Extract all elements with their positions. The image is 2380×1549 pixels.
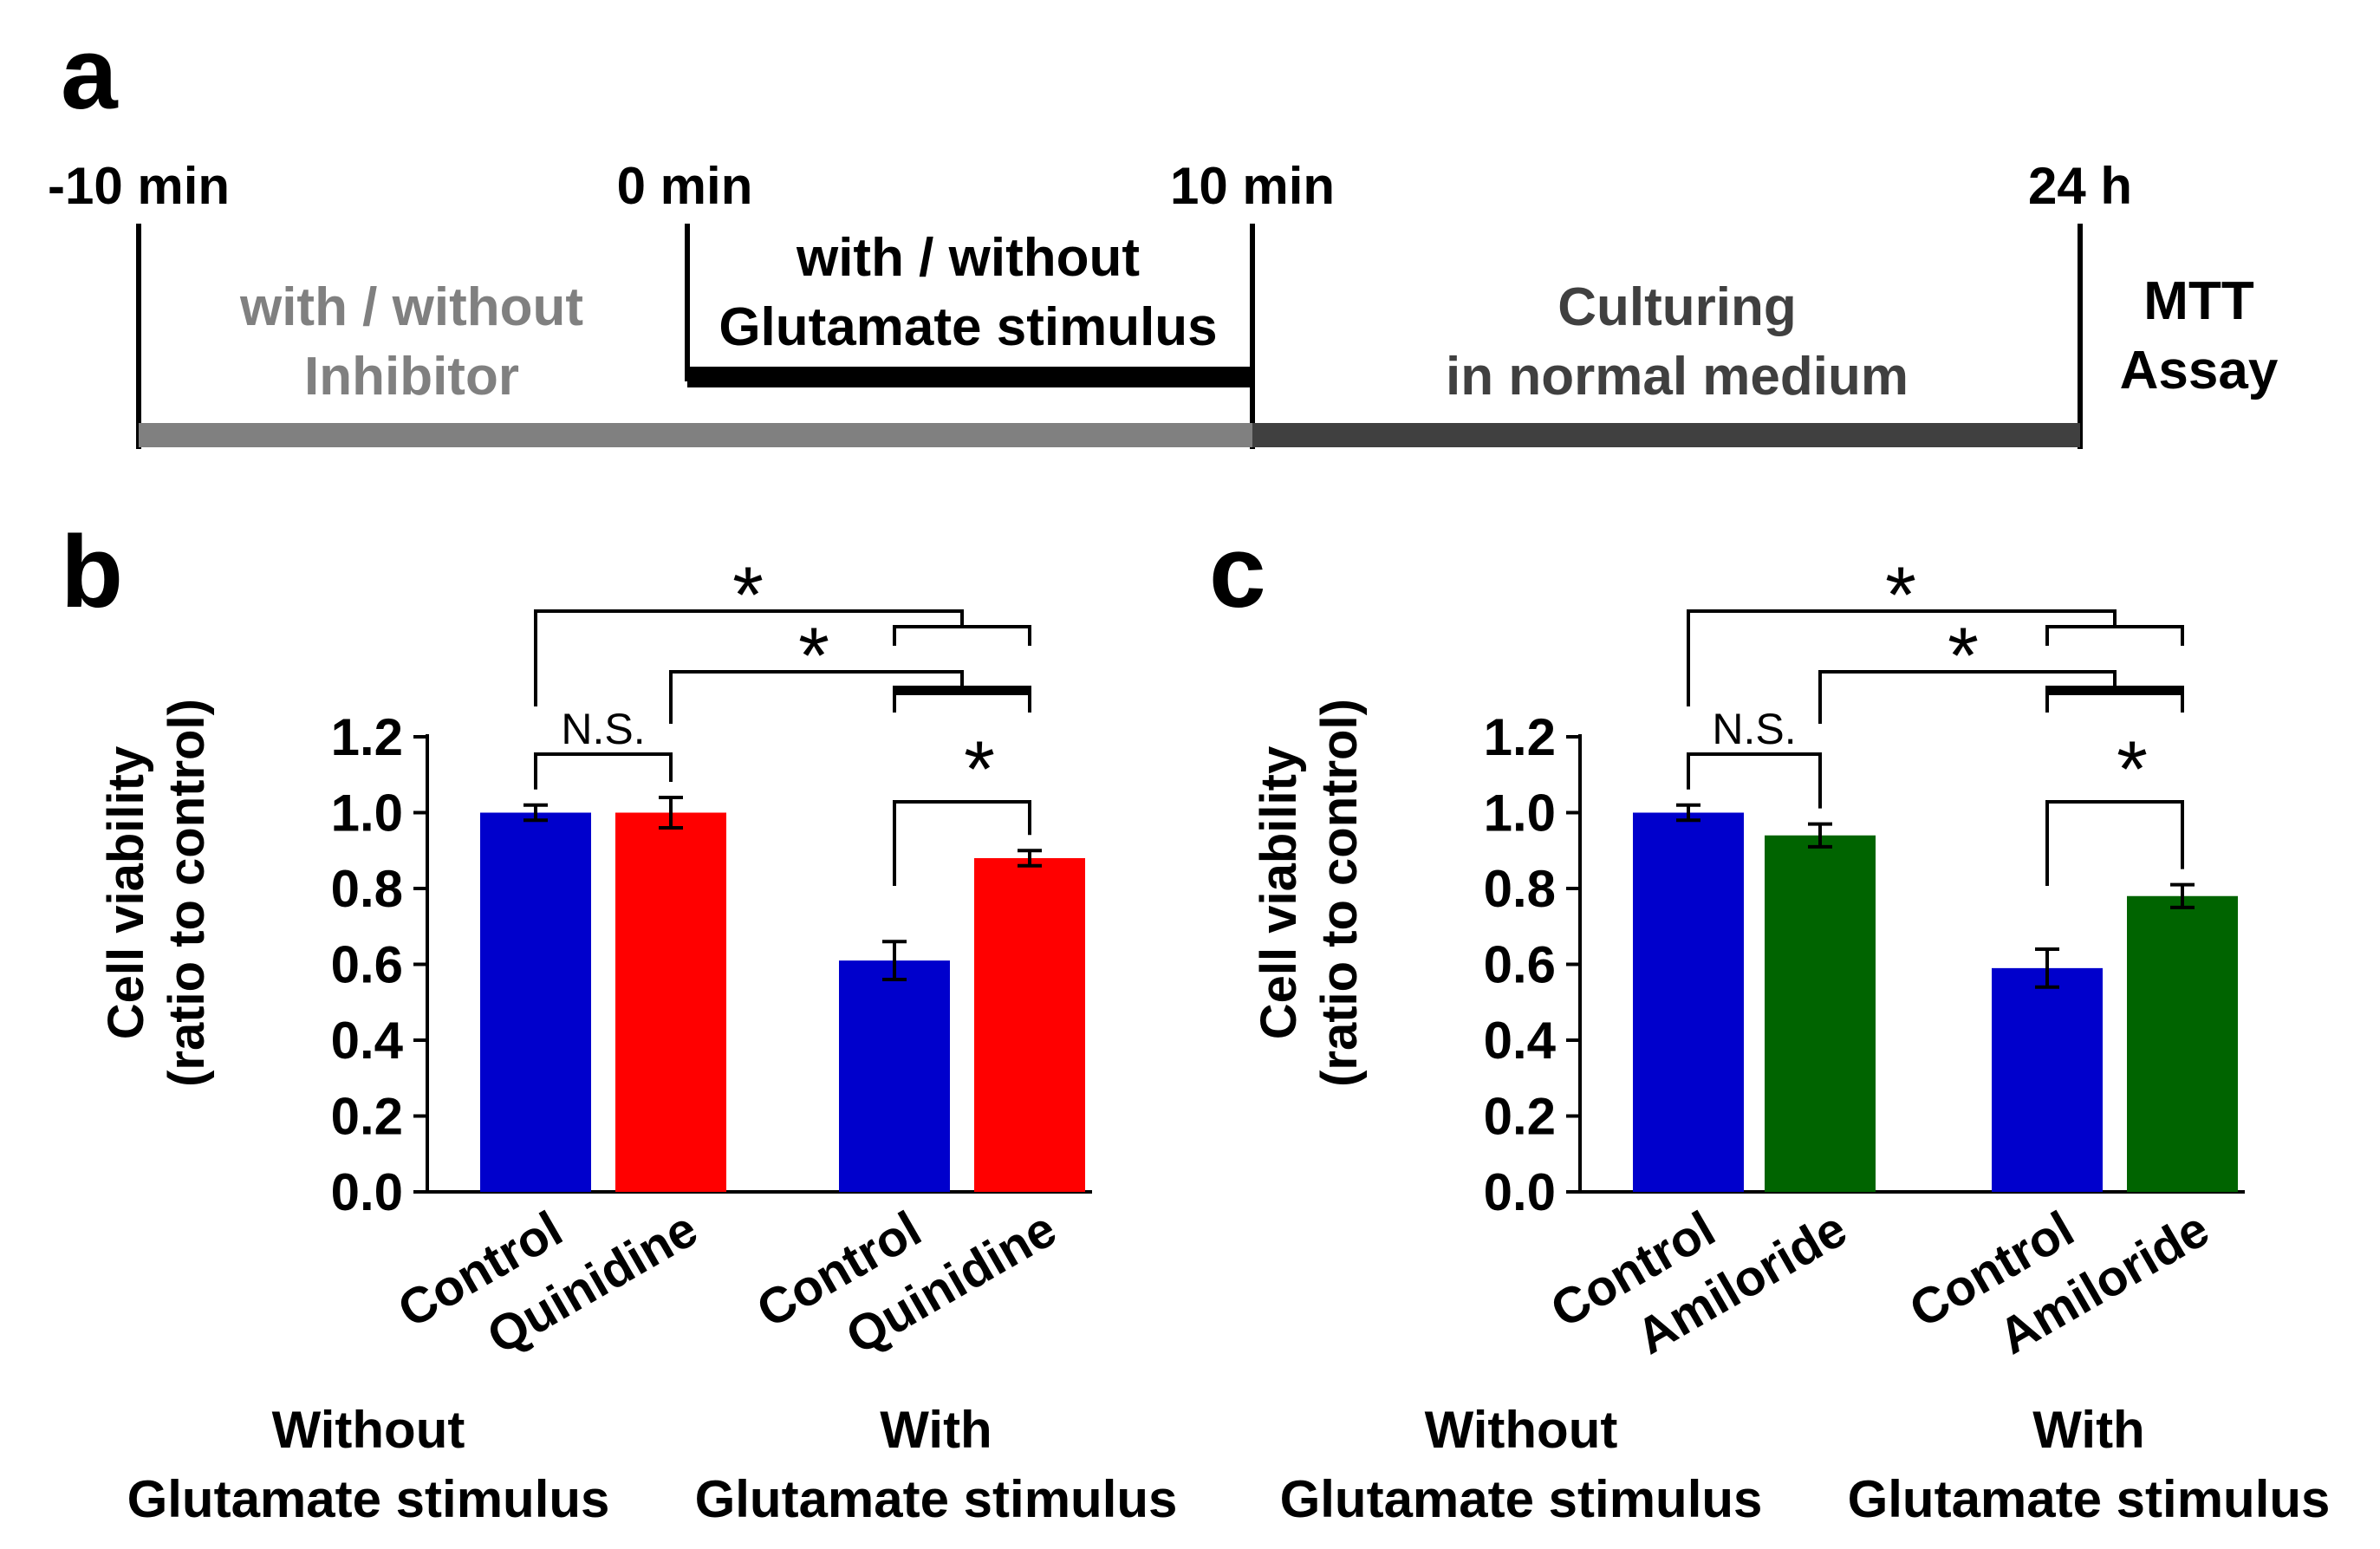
y-axis-label: Cell viability (ratio to control) (98, 699, 215, 1087)
panel-b-chart: b Cell viability (ratio to control) 0.0 0… (61, 515, 1177, 1528)
star-control: * (732, 551, 764, 640)
cross-bracket-control-sub (893, 625, 1031, 646)
group-label-line1: With (880, 1401, 992, 1459)
assay-label-line1: MTT (2143, 271, 2254, 331)
y-axis-label: Cell viability (ratio to control) (1251, 699, 1368, 1087)
inhibitor-label-line1: with / without (239, 277, 583, 337)
y-axis-label-line2: (ratio to control) (1311, 699, 1368, 1087)
panel-c-chart: c Cell viability (ratio to control) 0.0 0… (1209, 515, 2330, 1528)
panel-a-timeline: a -10 min 0 min 10 min 24 h with / witho… (48, 16, 2279, 449)
bar-1 (1633, 812, 1744, 1192)
time-label-minus10: -10 min (48, 157, 230, 215)
cross-bracket-control (534, 609, 964, 706)
y-tick-label: 0.8 (1484, 860, 1556, 918)
y-tick-label: 0.4 (331, 1012, 404, 1070)
ns-label: N.S. (1712, 705, 1796, 753)
star-control: * (1885, 551, 1916, 640)
y-tick-label: 0.6 (331, 936, 403, 994)
y-tick-label: 0.2 (331, 1088, 403, 1146)
time-label-0: 0 min (617, 157, 753, 215)
y-tick-label: 1.2 (1484, 708, 1556, 766)
group-label-line1: Without (272, 1401, 465, 1459)
group-label-line2: Glutamate stimulus (1280, 1470, 1763, 1528)
bar-4 (974, 858, 1085, 1192)
group-label-line2: Glutamate stimulus (127, 1470, 610, 1528)
subgroup-bracket-upper-c (2045, 692, 2184, 713)
y-tick-label: 1.0 (1484, 784, 1556, 843)
panel-c-letter: c (1209, 515, 1266, 629)
glutamate-label-line2: Glutamate stimulus (719, 297, 1217, 357)
ns-bracket (534, 752, 673, 790)
y-tick-label: 0.4 (1484, 1012, 1557, 1070)
inhibitor-phase-bar (139, 423, 1252, 447)
group-label-line1: Without (1425, 1401, 1618, 1459)
y-tick-label: 0.6 (1484, 936, 1556, 994)
within-group-bracket (2045, 800, 2184, 886)
cross-bracket-control-sub (2045, 625, 2184, 646)
cross-bracket-treatment-sub (893, 686, 1031, 706)
star-within: * (2117, 726, 2148, 814)
subgroup-bracket-upper-c (893, 692, 1031, 713)
inhibitor-label-line2: Inhibitor (304, 347, 519, 407)
y-axis-label-line1: Cell viability (98, 746, 154, 1039)
glutamate-phase-bar (687, 367, 1252, 387)
bar-1 (480, 812, 591, 1192)
time-label-10: 10 min (1170, 157, 1335, 215)
cross-bracket-treatment-sub (2045, 686, 2184, 706)
y-tick-label: 1.0 (331, 784, 403, 843)
y-tick-label: 0.8 (331, 860, 403, 918)
bar-4 (2127, 895, 2238, 1192)
cross-bracket-control (1687, 609, 2117, 706)
y-tick-label: 0.2 (1484, 1088, 1556, 1146)
y-tick-label: 1.2 (331, 708, 403, 766)
bar-2 (615, 812, 726, 1192)
time-label-24h: 24 h (2028, 157, 2132, 215)
y-tick-label: 0.0 (331, 1163, 403, 1221)
culturing-phase-bar (1252, 423, 2080, 447)
group-label-line1: With (2032, 1401, 2144, 1459)
y-tick-label: 0.0 (1484, 1163, 1556, 1221)
y-axis-label-line1: Cell viability (1251, 746, 1307, 1039)
within-group-bracket (893, 800, 1031, 886)
group-label-line2: Glutamate stimulus (695, 1470, 1178, 1528)
panel-b-letter: b (61, 515, 123, 629)
star-within: * (964, 726, 995, 814)
ns-label: N.S. (561, 705, 645, 753)
bar-3 (839, 960, 950, 1192)
star-treatment: * (1948, 612, 1979, 700)
cross-bracket-treatment (669, 670, 964, 724)
bar-3 (1992, 967, 2103, 1192)
bar-2 (1765, 835, 1876, 1192)
assay-label-line2: Assay (2120, 341, 2279, 400)
ns-bracket (1687, 752, 1822, 809)
star-treatment: * (798, 612, 829, 700)
culturing-label-line2: in normal medium (1446, 347, 1909, 407)
group-label-line2: Glutamate stimulus (1848, 1470, 2331, 1528)
glutamate-label-line1: with / without (796, 228, 1140, 288)
cross-bracket-treatment (1818, 670, 2117, 724)
culturing-label-line1: Culturing (1557, 277, 1797, 337)
panel-a-letter: a (61, 16, 119, 131)
y-axis-label-line2: (ratio to control) (159, 699, 215, 1087)
